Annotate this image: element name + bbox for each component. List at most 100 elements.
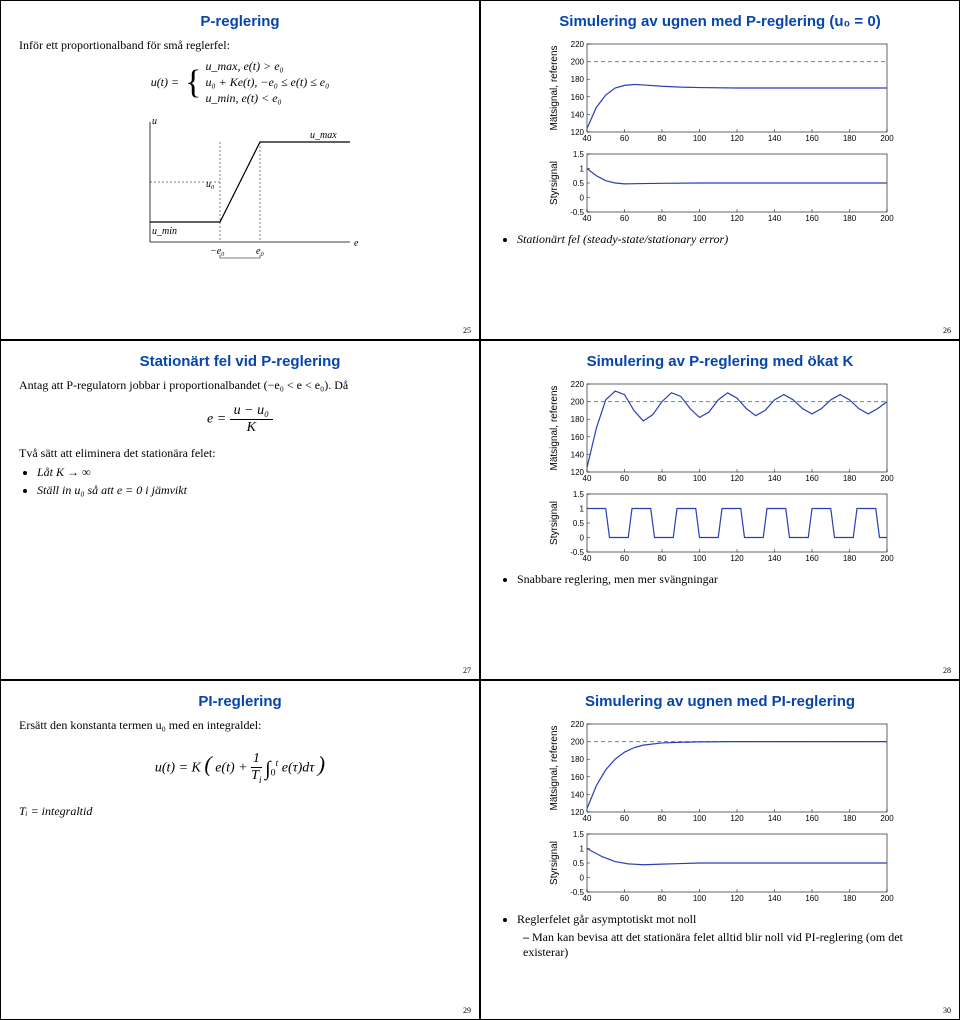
svg-text:140: 140 [571, 790, 585, 799]
svg-text:200: 200 [880, 474, 894, 483]
panel6-title: Simulering av ugnen med PI-reglering [499, 693, 941, 710]
panel6-charts: 1201401601802002204060801001201401601802… [499, 718, 941, 908]
panel4-bullets: Snabbare reglering, men mer svängningar [499, 572, 941, 587]
panel4-title: Simulering av P-reglering med ökat K [499, 353, 941, 370]
svg-text:u_max: u_max [310, 130, 337, 141]
svg-text:80: 80 [658, 814, 667, 823]
svg-text:180: 180 [571, 75, 585, 84]
panel3-bullets: Låt K → ∞ Ställ in u₀ så att e = 0 i jäm… [19, 465, 461, 498]
svg-text:140: 140 [768, 554, 782, 563]
svg-text:200: 200 [880, 214, 894, 223]
svg-text:60: 60 [620, 474, 629, 483]
eq-numerator: u − u₀ [230, 403, 273, 420]
svg-text:e: e [354, 238, 359, 249]
piecewise-row: u_min, e(t) < e₀ [205, 91, 329, 106]
svg-text:Mätsignal, referens: Mätsignal, referens [549, 725, 560, 810]
bullet-item: Stationärt fel (steady-state/stationary … [517, 232, 941, 247]
panel1-title: P-reglering [19, 13, 461, 30]
svg-text:220: 220 [571, 720, 585, 729]
panel3-title: Stationärt fel vid P-reglering [19, 353, 461, 370]
svg-text:Styrsignal: Styrsignal [549, 841, 560, 885]
svg-text:80: 80 [658, 554, 667, 563]
svg-text:40: 40 [583, 134, 592, 143]
svg-text:220: 220 [571, 380, 585, 389]
svg-text:180: 180 [571, 415, 585, 424]
svg-text:100: 100 [693, 134, 707, 143]
svg-text:160: 160 [805, 814, 819, 823]
svg-text:180: 180 [843, 474, 857, 483]
panel3-line2: Två sätt att eliminera det stationära fe… [19, 446, 461, 461]
slide-number: 30 [943, 1006, 951, 1015]
svg-text:220: 220 [571, 40, 585, 49]
eq-denominator: K [230, 420, 273, 436]
svg-text:1: 1 [580, 505, 585, 514]
sub-bullet: Man kan bevisa att det stationära felet … [523, 930, 903, 959]
svg-text:1.5: 1.5 [573, 490, 585, 499]
svg-text:180: 180 [843, 814, 857, 823]
panel2-title: Simulering av ugnen med P-reglering (u₀ … [499, 13, 941, 30]
svg-text:140: 140 [768, 214, 782, 223]
panel5-title: PI-reglering [19, 693, 461, 710]
svg-text:200: 200 [880, 894, 894, 903]
svg-text:Proportionalband: Proportionalband [210, 261, 271, 262]
svg-text:200: 200 [571, 398, 585, 407]
svg-text:100: 100 [693, 814, 707, 823]
svg-text:160: 160 [805, 474, 819, 483]
svg-text:0: 0 [580, 194, 585, 203]
eq-left: e = [207, 412, 230, 427]
svg-text:0: 0 [580, 534, 585, 543]
saturation-diagram: u u_max u₀ u_min −e₀ e₀ e Proportionalba… [110, 112, 370, 262]
svg-text:180: 180 [843, 134, 857, 143]
panel-sim-p: Simulering av ugnen med P-reglering (u₀ … [480, 0, 960, 340]
panel2-bullets: Stationärt fel (steady-state/stationary … [499, 232, 941, 247]
panel4-lower-chart: -0.500.511.5406080100120140160180200Styr… [545, 488, 895, 568]
slide-number: 26 [943, 326, 951, 335]
svg-text:120: 120 [730, 214, 744, 223]
svg-text:120: 120 [730, 894, 744, 903]
panel4-upper-chart: 1201401601802002204060801001201401601802… [545, 378, 895, 488]
bullet-item: Reglerfelet går asymptotiskt mot noll [517, 912, 941, 927]
svg-text:40: 40 [583, 214, 592, 223]
panel1-intro: Inför ett proportionalband för små regle… [19, 38, 461, 53]
svg-text:Mätsignal, referens: Mätsignal, referens [549, 45, 560, 130]
svg-text:160: 160 [805, 214, 819, 223]
slide-number: 27 [463, 666, 471, 675]
panel6-upper-chart: 1201401601802002204060801001201401601802… [545, 718, 895, 828]
svg-text:80: 80 [658, 214, 667, 223]
svg-text:u: u [152, 116, 157, 127]
svg-text:180: 180 [571, 755, 585, 764]
svg-text:80: 80 [658, 894, 667, 903]
svg-text:100: 100 [693, 474, 707, 483]
svg-text:u₀: u₀ [206, 179, 215, 190]
panel-sim-pi: Simulering av ugnen med PI-reglering 120… [480, 680, 960, 1020]
svg-text:u_min: u_min [152, 226, 177, 237]
panel2-lower-chart: -0.500.511.5406080100120140160180200Styr… [545, 148, 895, 228]
svg-text:200: 200 [880, 554, 894, 563]
bullet-item: Låt K → ∞ [37, 465, 461, 480]
svg-text:60: 60 [620, 214, 629, 223]
svg-text:160: 160 [571, 93, 585, 102]
svg-text:0.5: 0.5 [573, 179, 585, 188]
panel3-line1: Antag att P-regulatorn jobbar i proporti… [19, 378, 461, 393]
svg-text:Styrsignal: Styrsignal [549, 161, 560, 205]
svg-text:140: 140 [768, 134, 782, 143]
svg-text:60: 60 [620, 814, 629, 823]
svg-text:1: 1 [580, 165, 585, 174]
panel6-lower-chart: -0.500.511.5406080100120140160180200Styr… [545, 828, 895, 908]
svg-text:100: 100 [693, 894, 707, 903]
slide-grid: P-reglering Inför ett proportionalband f… [0, 0, 960, 1020]
svg-text:140: 140 [768, 894, 782, 903]
panel-stationary-error: Stationärt fel vid P-reglering Antag att… [0, 340, 480, 680]
panel-p-reglering: P-reglering Inför ett proportionalband f… [0, 0, 480, 340]
svg-text:60: 60 [620, 134, 629, 143]
svg-text:Styrsignal: Styrsignal [549, 501, 560, 545]
slide-number: 25 [463, 326, 471, 335]
svg-text:160: 160 [805, 134, 819, 143]
svg-text:140: 140 [571, 110, 585, 119]
svg-text:140: 140 [571, 450, 585, 459]
svg-text:180: 180 [843, 554, 857, 563]
svg-text:200: 200 [880, 814, 894, 823]
panel-sim-high-k: Simulering av P-reglering med ökat K 1 20… [480, 340, 960, 680]
svg-text:200: 200 [880, 134, 894, 143]
svg-text:−e₀: −e₀ [210, 246, 225, 257]
